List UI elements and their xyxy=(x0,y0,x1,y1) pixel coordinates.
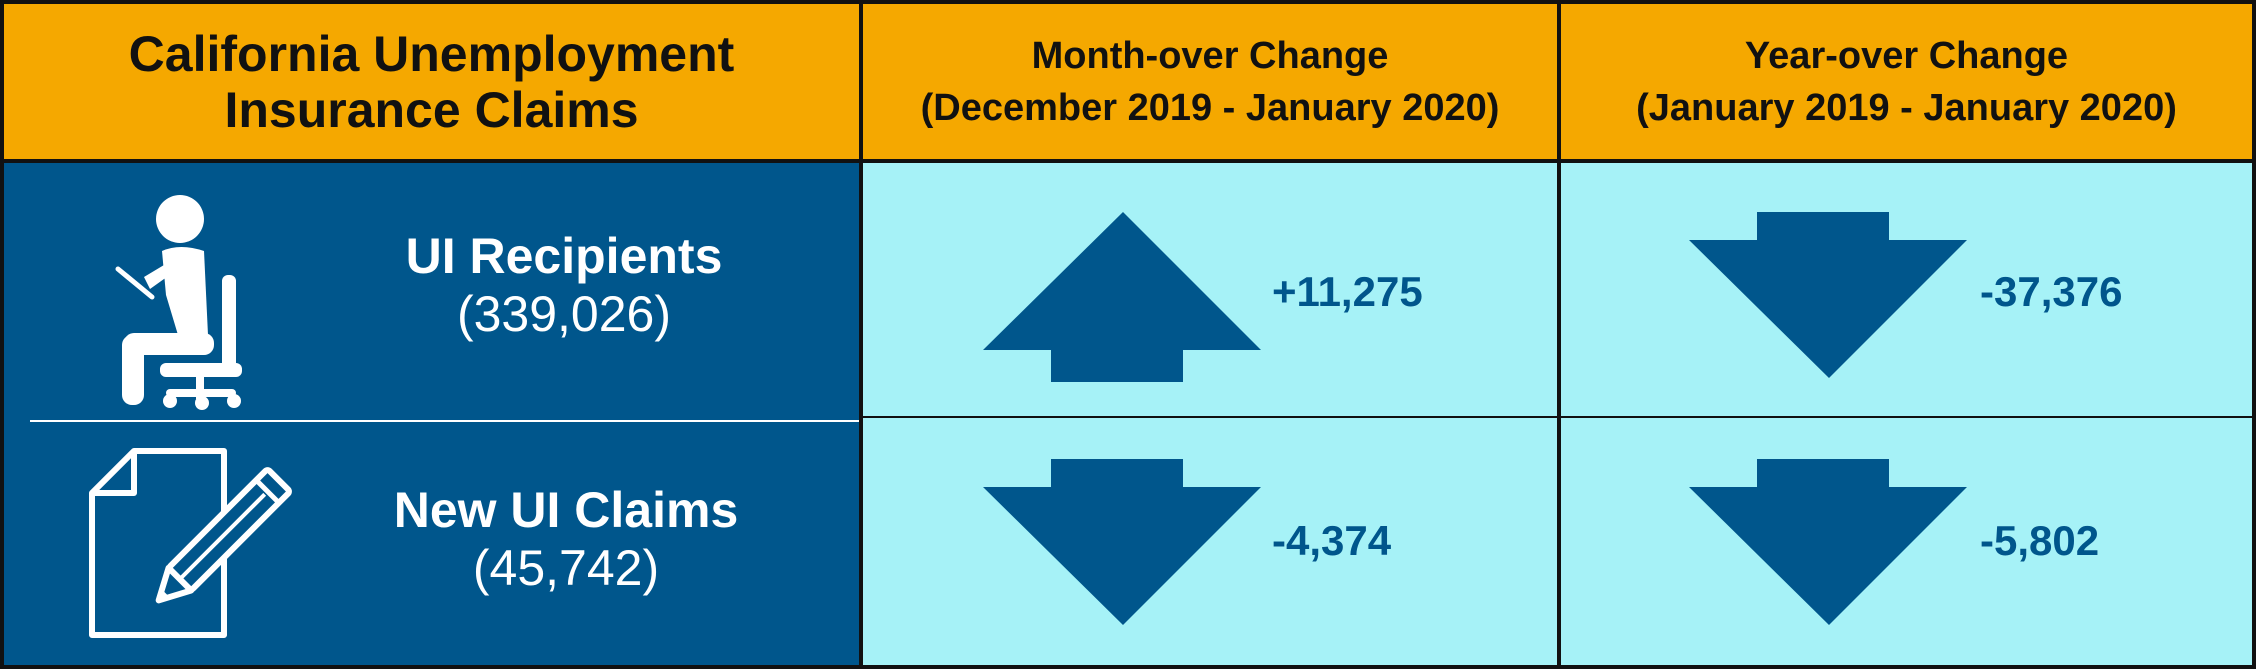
seated-person-icon xyxy=(115,195,242,410)
year-over-header: Year-over Change (January 2019 - January… xyxy=(1561,4,2252,159)
year-over-range: (January 2019 - January 2020) xyxy=(1636,86,2177,129)
row-labels-panel: UI Recipients (339,026) New UI Claims (4… xyxy=(4,163,859,665)
month-over-header: Month-over Change (December 2019 - Janua… xyxy=(863,4,1557,159)
ui-recipients-label: UI Recipients (339,026) xyxy=(384,227,744,343)
month-over-label: Month-over Change xyxy=(1031,34,1389,77)
table-title-cell: California Unemployment Insurance Claims xyxy=(4,4,859,159)
month-over-range: (December 2019 - January 2020) xyxy=(920,86,1500,129)
row-title: UI Recipients xyxy=(405,228,723,284)
month-over-cell-claims: -4,374 xyxy=(863,418,1557,665)
change-value: -4,374 xyxy=(1272,517,1392,564)
month-over-cell-recipients: +11,275 xyxy=(863,163,1557,416)
row-divider xyxy=(30,420,859,422)
year-over-cell-claims: -5,802 xyxy=(1561,418,2252,665)
table-title: California Unemployment Insurance Claims xyxy=(128,25,735,138)
arrow-down-icon xyxy=(1689,212,1967,378)
arrow-down-icon xyxy=(1689,459,1967,625)
year-over-cell-recipients: -37,376 xyxy=(1561,163,2252,416)
new-ui-claims-label: New UI Claims (45,742) xyxy=(366,481,766,597)
document-pencil-icon xyxy=(89,448,292,638)
arrow-down-icon xyxy=(983,459,1261,625)
row-total: (339,026) xyxy=(456,286,672,342)
year-over-label: Year-over Change xyxy=(1744,34,2069,77)
row-total: (45,742) xyxy=(472,540,660,596)
change-value: -37,376 xyxy=(1980,268,2123,315)
row-title: New UI Claims xyxy=(393,482,739,538)
change-value: -5,802 xyxy=(1980,517,2100,564)
change-value: +11,275 xyxy=(1272,268,1423,315)
arrow-up-icon xyxy=(983,212,1261,382)
